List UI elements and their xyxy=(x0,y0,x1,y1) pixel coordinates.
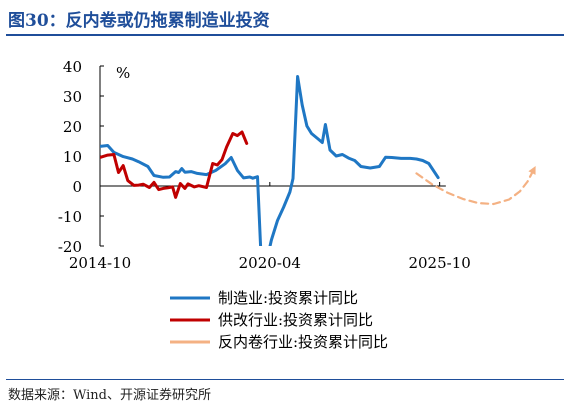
series-line-1 xyxy=(100,75,440,246)
source-note: 数据来源：Wind、开源证券研究所 xyxy=(8,388,211,403)
line-chart: 40 30 20 10 0 -10 -20% 2014-10 2020-04 2025-10 制造… xyxy=(58,58,536,351)
x-tick-label: 2014-10 xyxy=(69,254,131,272)
footer-divider xyxy=(6,379,564,380)
y-tick-label: 40 xyxy=(63,58,82,76)
y-unit-label: % xyxy=(116,64,130,82)
y-tick-label: 20 xyxy=(63,118,82,136)
y-tick-label: -10 xyxy=(58,208,82,226)
y-tick-label: 0 xyxy=(72,178,82,196)
x-tick-label: 2020-04 xyxy=(239,254,301,272)
legend-label-1: 制造业:投资累计同比 xyxy=(218,289,358,307)
series-line-3 xyxy=(415,165,536,206)
y-tick-label: 30 xyxy=(63,88,82,106)
legend-label-2: 供改行业:投资累计同比 xyxy=(218,311,373,329)
x-tick-label: 2025-10 xyxy=(408,254,470,272)
title-divider xyxy=(6,34,564,36)
legend-label-3: 反内卷行业:投资累计同比 xyxy=(218,333,388,351)
figure-title: 图30：反内卷或仍拖累制造业投资 xyxy=(8,11,270,31)
series-line-2 xyxy=(100,130,249,199)
y-tick-label: -20 xyxy=(58,238,82,256)
y-tick-label: 10 xyxy=(63,148,82,166)
